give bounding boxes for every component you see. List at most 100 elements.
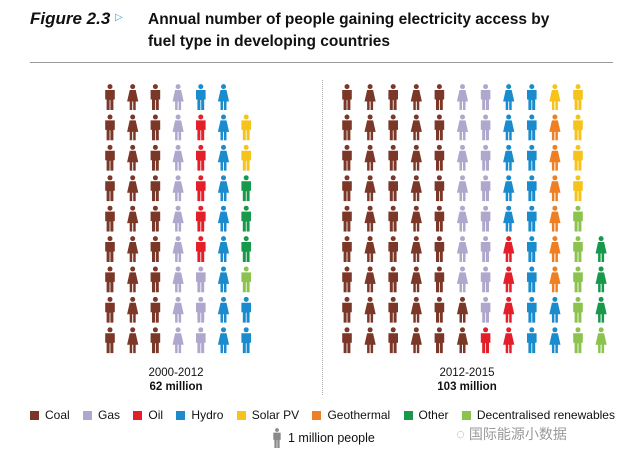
- person-mark-coal: [150, 236, 161, 262]
- person-mark-coal: [410, 144, 422, 171]
- person-mark-coal: [150, 266, 161, 293]
- chart-title: Annual number of people gaining electric…: [148, 11, 550, 50]
- person-mark-decentralised-renewables: [595, 327, 607, 354]
- legend-label: Decentralised renewables: [476, 408, 615, 422]
- person-mark-coal: [364, 327, 376, 354]
- person-mark-coal: [105, 205, 115, 232]
- person-mark-coal: [434, 327, 445, 354]
- person-mark-coal: [388, 114, 398, 141]
- person-mark-gas: [196, 266, 206, 293]
- legend-swatch: [176, 410, 186, 420]
- person-mark-gas: [480, 84, 491, 110]
- person-mark-geothermal: [549, 205, 561, 232]
- person-mark-oil: [196, 175, 206, 202]
- person-mark-coal: [364, 296, 376, 323]
- person-icon: [273, 428, 281, 448]
- person-mark-solar-pv: [573, 144, 583, 171]
- person-mark-hydro: [549, 327, 561, 354]
- person-mark-decentralised-renewables: [573, 205, 583, 232]
- person-mark-coal: [127, 144, 139, 171]
- person-mark-gas: [172, 266, 184, 293]
- person-mark-coal: [410, 205, 422, 232]
- person-mark-coal: [127, 114, 139, 141]
- person-mark-coal: [410, 236, 422, 262]
- person-mark-solar-pv: [549, 84, 561, 110]
- person-mark-hydro: [503, 205, 515, 232]
- person-mark-gas: [480, 266, 491, 293]
- legend-swatch: [461, 410, 471, 420]
- person-mark-coal: [410, 114, 422, 141]
- person-mark-coal: [410, 84, 422, 110]
- wechat-icon: ◌: [456, 425, 465, 443]
- person-mark-coal: [150, 84, 161, 110]
- person-mark-solar-pv: [573, 175, 583, 202]
- legend-item: Gas: [83, 408, 120, 422]
- person-mark-coal: [127, 266, 139, 293]
- person-mark-gas: [456, 84, 469, 110]
- legend-item: Oil: [133, 408, 163, 422]
- person-mark-hydro: [217, 296, 230, 323]
- person-mark-coal: [410, 266, 422, 293]
- legend-item: Coal: [30, 408, 70, 422]
- person-mark-other: [595, 266, 607, 293]
- person-mark-other: [241, 175, 251, 202]
- watermark: ◌ 国际能源小数据: [456, 424, 567, 444]
- person-mark-other: [241, 236, 251, 262]
- person-mark-coal: [410, 175, 422, 202]
- person-mark-hydro: [527, 327, 537, 354]
- person-mark-coal: [434, 236, 445, 262]
- person-mark-hydro: [527, 296, 537, 323]
- person-mark-coal: [342, 84, 352, 110]
- person-mark-coal: [342, 296, 352, 323]
- person-mark-coal: [342, 236, 352, 262]
- person-mark-coal: [364, 144, 376, 171]
- person-mark-hydro: [503, 114, 515, 141]
- person-mark-gas: [172, 114, 184, 141]
- person-mark-coal: [388, 144, 398, 171]
- legend-swatch: [30, 410, 39, 420]
- person-mark-oil: [196, 236, 206, 262]
- legend-item: Solar PV: [236, 408, 299, 422]
- person-mark-coal: [150, 144, 161, 171]
- person-mark-decentralised-renewables: [573, 266, 583, 293]
- person-mark-solar-pv: [573, 84, 583, 110]
- person-mark-gas: [480, 236, 491, 262]
- person-mark-coal: [388, 175, 398, 202]
- panel-total-label: 62 million: [149, 381, 203, 393]
- person-mark-coal: [127, 296, 139, 323]
- person-mark-hydro: [217, 266, 230, 293]
- person-mark-coal: [388, 205, 398, 232]
- person-mark-coal: [456, 296, 469, 323]
- person-mark-other: [595, 236, 607, 262]
- person-mark-hydro: [503, 84, 515, 110]
- legend-label: Gas: [98, 408, 121, 422]
- person-mark-geothermal: [549, 114, 561, 141]
- person-mark-decentralised-renewables: [573, 296, 583, 323]
- person-mark-gas: [172, 296, 184, 323]
- person-mark-coal: [342, 144, 352, 171]
- person-mark-coal: [456, 327, 469, 354]
- person-mark-coal: [364, 236, 376, 262]
- person-mark-other: [595, 296, 607, 323]
- person-mark-coal: [410, 296, 422, 323]
- person-mark-oil: [503, 296, 515, 323]
- person-mark-coal: [342, 266, 352, 293]
- legend-label: Coal: [45, 408, 70, 422]
- person-mark-hydro: [527, 205, 537, 232]
- person-mark-gas: [172, 175, 184, 202]
- legend-swatch: [133, 410, 143, 420]
- person-mark-coal: [342, 114, 352, 141]
- legend-item: Geothermal: [312, 408, 390, 422]
- legend-swatch: [83, 410, 93, 420]
- person-mark-other: [241, 205, 251, 232]
- legend-label: Hydro: [191, 408, 224, 422]
- person-mark-solar-pv: [241, 114, 251, 141]
- person-mark-oil: [480, 327, 491, 354]
- person-mark-coal: [388, 327, 398, 354]
- person-mark-coal: [364, 205, 376, 232]
- person-mark-oil: [196, 114, 206, 141]
- legend-label: Other: [418, 408, 449, 422]
- person-mark-coal: [388, 236, 398, 262]
- figure-label: Figure 2.3: [30, 9, 111, 28]
- person-mark-geothermal: [549, 266, 561, 293]
